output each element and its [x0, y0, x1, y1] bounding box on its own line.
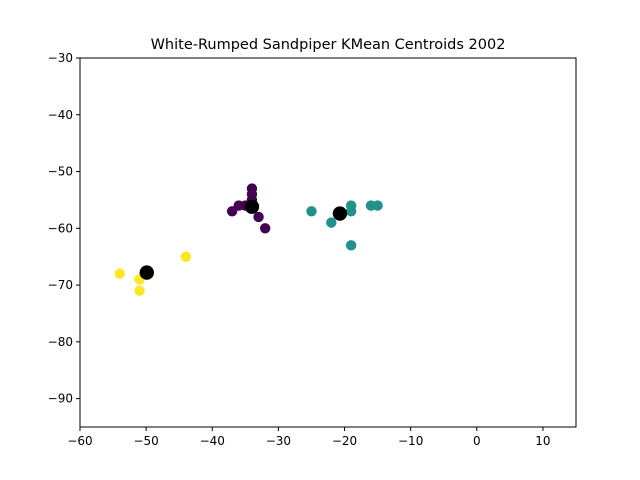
y-tick-label: −60 [48, 221, 73, 235]
points-layer [114, 183, 383, 296]
y-axis: −30 −40 −50 −60 −70 −80 −90 [48, 51, 80, 406]
x-tick-label: −20 [332, 434, 357, 448]
data-point-cluster-1-8 [259, 223, 271, 234]
x-tick-label: −10 [398, 434, 423, 448]
y-tick-label: −50 [48, 165, 73, 179]
centroid-marker-2 [244, 199, 260, 214]
centroid-marker-3 [332, 206, 348, 221]
x-tick-label: −30 [266, 434, 291, 448]
x-tick-label: −60 [67, 434, 92, 448]
x-tick-label: −50 [133, 434, 158, 448]
y-tick-label: −70 [48, 278, 73, 292]
x-tick-label: 10 [535, 434, 550, 448]
data-point-cluster-1-6 [226, 206, 238, 217]
x-tick-label: −40 [200, 434, 225, 448]
data-point-cluster-1-7 [253, 211, 264, 223]
y-tick-label: −30 [48, 51, 73, 65]
x-tick-label: 0 [473, 434, 481, 448]
data-point-cluster-2-6 [372, 200, 383, 211]
data-point-cluster-3-1 [114, 268, 125, 279]
centroids-layer [139, 199, 348, 280]
data-point-cluster-2-1 [306, 206, 317, 217]
y-tick-label: −40 [48, 108, 73, 122]
x-axis: −60 −50 −40 −30 −20 −10 0 10 [67, 427, 551, 448]
data-point-cluster-2-4 [345, 206, 357, 217]
data-point-cluster-3-3 [134, 285, 145, 296]
chart-title: White-Rumped Sandpiper KMean Centroids 2… [151, 37, 506, 53]
plot-area-frame [79, 57, 577, 428]
data-point-cluster-2-2 [326, 217, 337, 228]
data-point-cluster-3-4 [180, 251, 192, 262]
centroid-marker-1 [139, 265, 154, 280]
y-tick-label: −80 [48, 335, 73, 349]
y-tick-label: −90 [48, 392, 73, 406]
data-point-cluster-2-7 [345, 240, 357, 251]
